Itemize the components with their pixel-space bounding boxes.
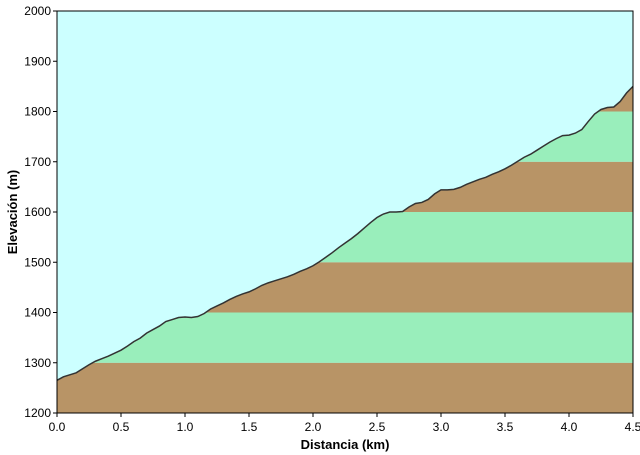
x-tick-label: 1.0: [177, 420, 194, 434]
x-tick-label: 2.0: [305, 420, 322, 434]
elevation-band: [57, 362, 633, 413]
x-tick-label: 4.0: [561, 420, 578, 434]
y-tick-label: 1700: [24, 155, 51, 169]
y-tick-label: 1400: [24, 306, 51, 320]
x-tick-label: 3.0: [433, 420, 450, 434]
x-tick-label: 0.5: [113, 420, 130, 434]
x-tick-label: 3.5: [497, 420, 514, 434]
y-tick-label: 2000: [24, 4, 51, 18]
x-axis: 0.0 0.5 1.0 1.5 2.0 2.5 3.0 3.5 4.0 4.5: [49, 413, 640, 434]
y-tick-label: 1200: [24, 406, 51, 420]
y-tick-label: 1800: [24, 105, 51, 119]
x-tick-label: 4.5: [625, 420, 640, 434]
elevation-profile-line: [56, 85, 634, 381]
y-axis-title: Elevación (m): [5, 170, 20, 255]
x-tick-label: 2.5: [369, 420, 386, 434]
x-tick-label: 1.5: [241, 420, 258, 434]
x-axis-title: Distancia (km): [301, 437, 390, 452]
y-tick-label: 1900: [24, 54, 51, 68]
x-tick-label: 0.0: [49, 420, 66, 434]
y-tick-label: 1500: [24, 255, 51, 269]
y-tick-label: 1600: [24, 205, 51, 219]
y-axis: 1200 1300 1400 1500 1600 1700 1800 1900 2000: [24, 4, 57, 420]
y-tick-label: 1300: [24, 356, 51, 370]
